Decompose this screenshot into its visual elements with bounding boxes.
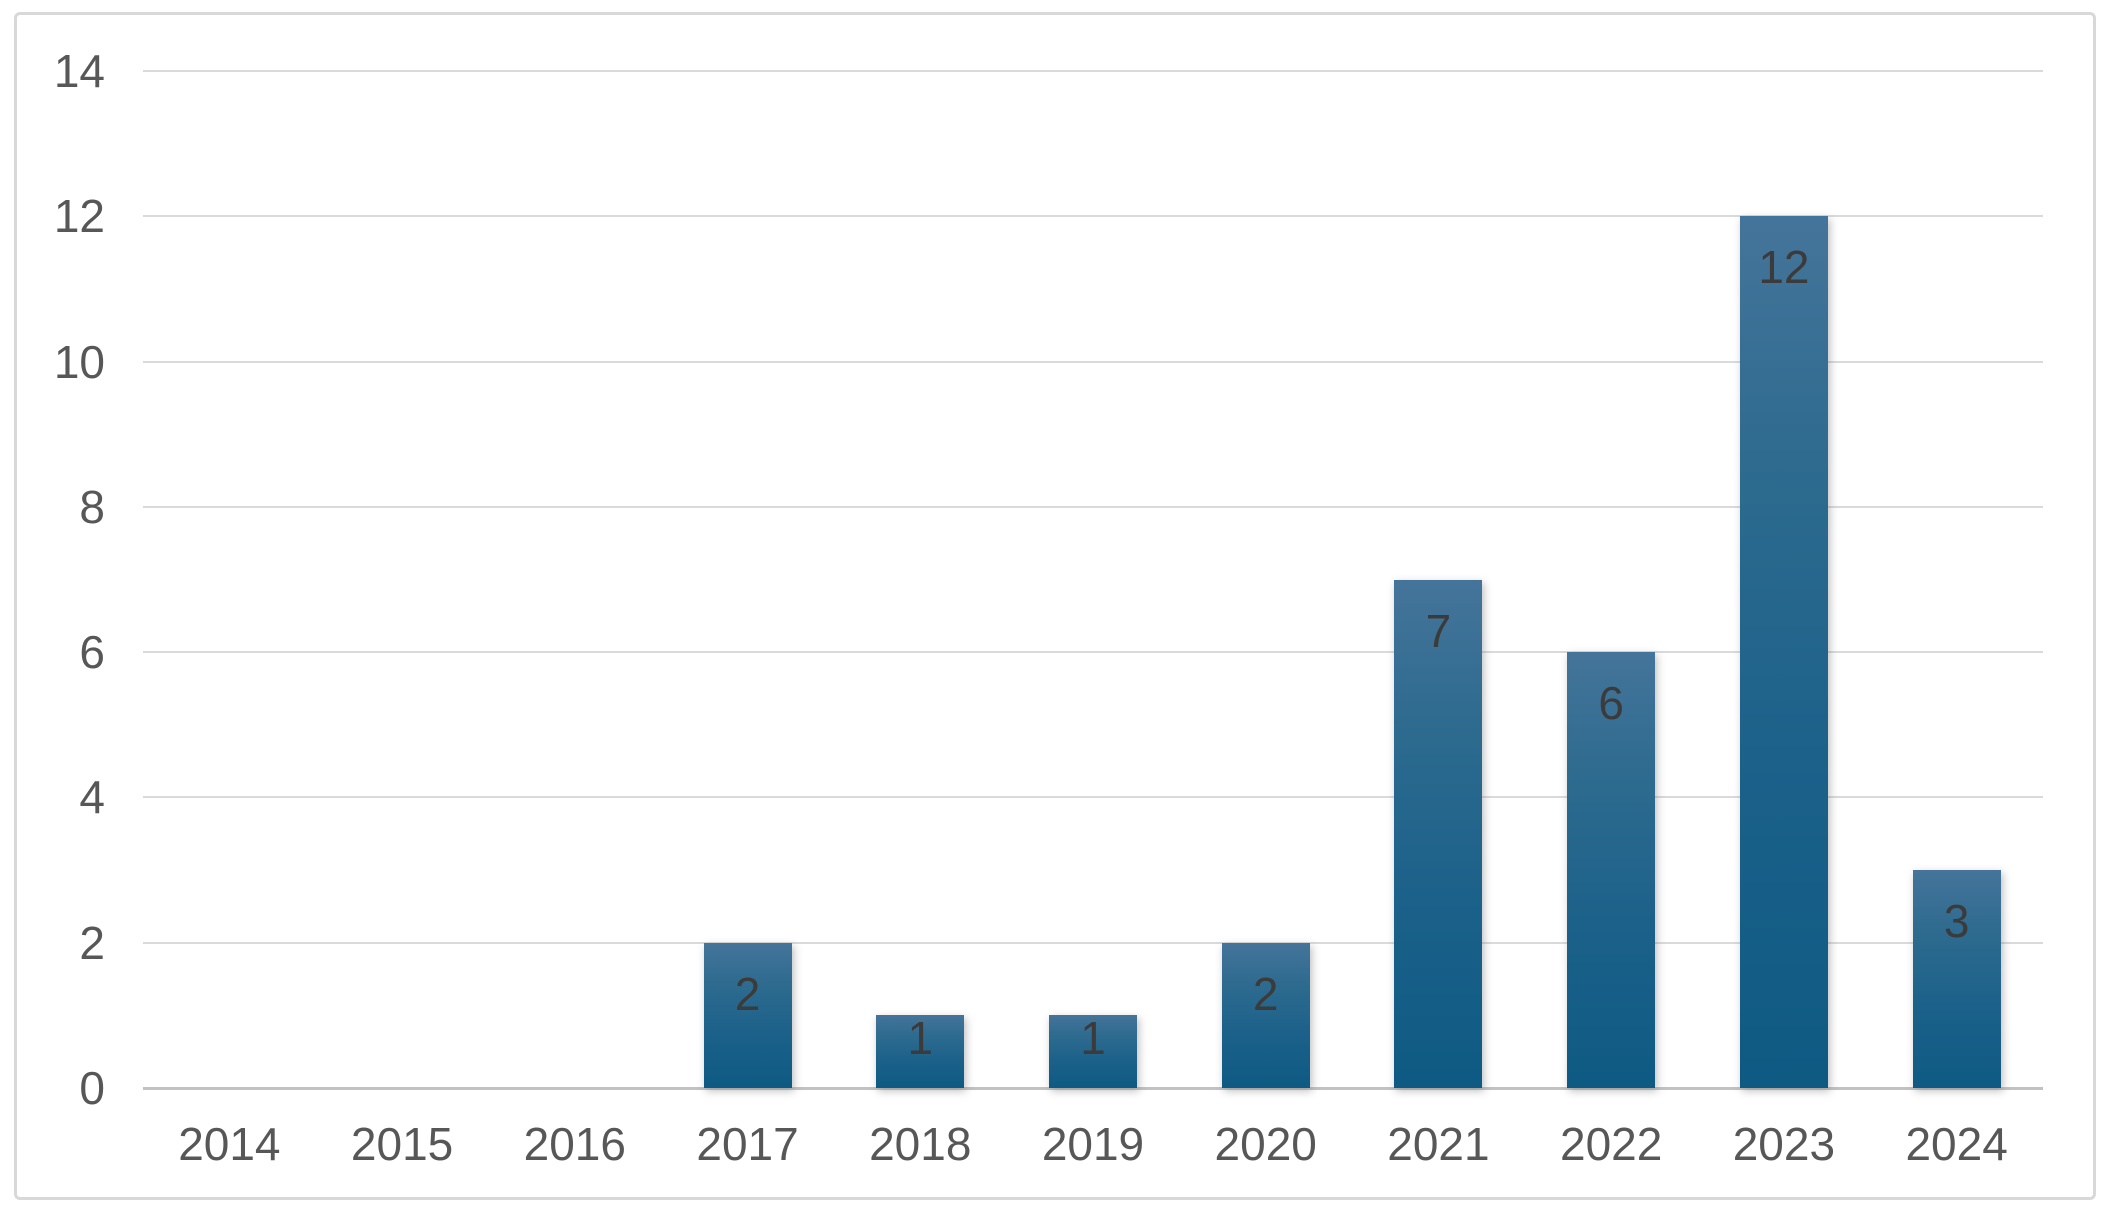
gridline [143,360,2043,363]
bar-data-label: 12 [1758,241,1810,294]
gridline [143,215,2043,218]
y-tick-label: 0 [79,1062,105,1114]
x-axis-label-2017: 2017 [696,1118,799,1170]
bar-2019: 1 [1049,1012,1137,1088]
bar-2018: 1 [876,1012,965,1088]
x-axis-label-2021: 2021 [1387,1118,1490,1170]
x-axis-label-2019: 2019 [1041,1118,1145,1170]
y-tick-label: 4 [79,771,105,824]
x-axis-label-2016: 2016 [523,1118,626,1170]
gridline [143,651,2043,654]
bar-2020: 2 [1221,942,1310,1088]
y-tick-label: 10 [53,335,105,388]
x-axis-label-2015: 2015 [350,1118,454,1170]
y-tick-label: 14 [53,45,105,97]
gridline [143,941,2043,944]
gridline [143,505,2043,508]
bar-data-label: 1 [907,1012,934,1065]
bar-data-label: 2 [734,967,761,1020]
y-tick-label: 12 [53,190,105,243]
y-tick-label: 2 [79,916,105,969]
x-axis-baseline [143,1086,2043,1090]
y-tick-label: 6 [79,626,105,679]
x-axis-label-2022: 2022 [1560,1118,1663,1170]
x-axis-label-2014: 2014 [178,1118,281,1170]
bar-2022: 6 [1567,652,1656,1088]
gridline [143,796,2043,799]
bar-data-label: 6 [1598,677,1624,730]
x-axis-label-2024: 2024 [1905,1118,2008,1170]
bar-data-label: 7 [1425,604,1452,657]
bar-2024: 3 [1912,870,2001,1088]
bar-2021: 7 [1394,579,1483,1088]
y-tick-label: 8 [79,480,105,533]
x-axis-label-2023: 2023 [1732,1118,1836,1170]
bar-data-label: 1 [1080,1012,1106,1065]
gridline [143,70,2043,72]
bar-2023: 12 [1739,216,1828,1088]
chart-frame: 0 2 4 6 8 10 12 14 2 1 1 2 7 6 12 3 2014 2015 2016 2017 20… [14,12,2096,1200]
x-axis-label-2020: 2020 [1214,1118,1317,1170]
bar-2017: 2 [703,942,792,1088]
bar-data-label: 2 [1252,967,1279,1020]
bar-data-label: 3 [1943,895,1970,948]
x-axis-label-2018: 2018 [869,1118,972,1170]
